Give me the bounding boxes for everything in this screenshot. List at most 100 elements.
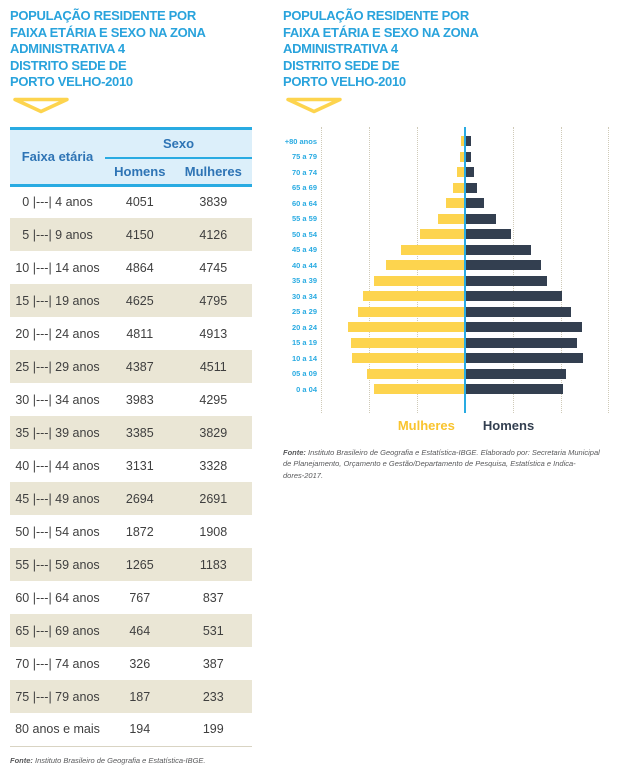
homens-bar: [466, 198, 485, 209]
chart-source-label: Fonte:: [283, 448, 306, 457]
left-panel-title: POPULAÇÃO RESIDENTE POR FAIXA ETÁRIA E S…: [10, 8, 252, 91]
chart-panel: POPULAÇÃO RESIDENTE POR FAIXA ETÁRIA E S…: [283, 8, 615, 766]
faixa-cell: 5 |---| 9 anos: [22, 227, 93, 242]
mulheres-half: [321, 136, 466, 147]
chart-source-line: dores-2017.: [283, 470, 324, 480]
mulheres-cell: 4913: [199, 326, 228, 341]
mulheres-half: [321, 198, 466, 209]
faixa-cell: 30 |---| 34 anos: [15, 392, 100, 407]
table-row: 5 |---| 9 anos 4150 4126: [10, 218, 252, 251]
homens-cell: 2694: [125, 491, 154, 506]
center-axis-line: [464, 126, 466, 413]
mulheres-bar: [401, 244, 466, 255]
mulheres-bar: [456, 167, 466, 178]
table-row: 15 |---| 19 anos 4625 4795: [10, 284, 252, 317]
mulheres-bar: [461, 136, 466, 147]
mulheres-half: [321, 167, 466, 178]
age-group-label: 15 a 19: [291, 338, 317, 347]
mulheres-cell: 1183: [199, 557, 227, 572]
homens-bar: [466, 151, 471, 162]
mulheres-cell: 3829: [199, 425, 228, 440]
mulheres-half: [321, 151, 466, 162]
mulheres-half: [321, 322, 466, 333]
table-row: 50 |---| 54 anos 1872 1908: [10, 515, 252, 548]
chart-source-text: Instituto Brasileiro de Geografia e Esta…: [305, 448, 600, 457]
mulheres-bar: [373, 384, 466, 395]
title-line: DISTRITO SEDE DE: [10, 57, 127, 73]
mulheres-bar: [357, 306, 466, 317]
title-line: FAIXA ETÁRIA E SEXO NA ZONA: [283, 24, 479, 40]
down-triangle-icon: [286, 97, 342, 113]
age-axis-labels: +80 anos 75 a 79 70 a 74 65 a 69 60 a 64 55 a…: [283, 127, 317, 414]
faixa-cell: 75 |---| 79 anos: [15, 689, 100, 704]
homens-cell: 187: [129, 689, 151, 704]
homens-bar: [466, 384, 564, 395]
pyramid-row: [321, 227, 611, 243]
age-group-label: 60 a 64: [291, 198, 317, 208]
title-line: POPULAÇÃO RESIDENTE POR: [10, 8, 196, 23]
title-line: POPULAÇÃO RESIDENTE POR: [283, 8, 469, 23]
faixa-cell: 65 |---| 69 anos: [15, 623, 100, 638]
pyramid-row: [321, 258, 611, 274]
mulheres-bar: [374, 275, 466, 286]
age-group-label: 25 a 29: [291, 307, 317, 316]
mulheres-half: [321, 260, 466, 271]
homens-cell: 4387: [125, 359, 154, 374]
homens-cell: 4051: [125, 195, 154, 210]
mulheres-cell: 2691: [199, 491, 228, 506]
table-source-text: Instituto Brasileiro de Geografia e Esta…: [32, 755, 206, 765]
header-mulheres: Mulheres: [174, 158, 252, 187]
pyramid-row: [321, 335, 611, 351]
homens-bar: [466, 291, 562, 302]
mulheres-cell: 837: [202, 590, 224, 605]
age-group-label: 05 a 09: [291, 369, 317, 378]
faixa-cell: 15 |---| 19 anos: [15, 293, 100, 308]
table-row: 25 |---| 29 anos 4387 4511: [10, 350, 252, 383]
homens-bar: [466, 306, 572, 317]
homens-half: [466, 182, 611, 193]
right-panel-title: POPULAÇÃO RESIDENTE POR FAIXA ETÁRIA E S…: [283, 8, 615, 91]
chart-legend: Mulheres Homens: [321, 418, 611, 433]
homens-half: [466, 229, 611, 240]
homens-cell: 464: [129, 623, 151, 638]
age-group-label: 10 a 14: [291, 353, 317, 363]
down-triangle-icon: [13, 97, 69, 113]
faixa-cell: 0 |---| 4 anos: [22, 195, 93, 210]
mulheres-cell: 4126: [199, 227, 228, 242]
faixa-cell: 50 |---| 54 anos: [15, 524, 100, 539]
pyramid-bars: [321, 127, 611, 414]
faixa-cell: 80 anos e mais: [15, 722, 100, 737]
table-header: Faixa etária Sexo Homens Mulheres: [10, 128, 252, 187]
homens-half: [466, 167, 611, 178]
age-group-label: 40 a 44: [291, 260, 317, 270]
mulheres-cell: 387: [202, 656, 224, 671]
age-group-label: 20 a 24: [291, 322, 317, 332]
pyramid-row: [321, 211, 611, 227]
homens-bar: [466, 368, 566, 379]
age-group-label: 35 a 39: [291, 276, 317, 285]
age-group-label: 45 a 49: [291, 245, 317, 254]
mulheres-bar: [386, 260, 466, 271]
table-row: 30 |---| 34 anos 3983 4295: [10, 383, 252, 416]
homens-half: [466, 322, 611, 333]
mulheres-half: [321, 182, 466, 193]
homens-cell: 4864: [125, 260, 154, 275]
header-homens: Homens: [105, 158, 175, 187]
homens-half: [466, 151, 611, 162]
faixa-cell: 60 |---| 64 anos: [15, 590, 100, 605]
legend-mulheres: Mulheres: [397, 418, 455, 433]
homens-cell: 3983: [125, 392, 154, 407]
mulheres-bar: [460, 151, 466, 162]
mulheres-bar: [362, 291, 466, 302]
faixa-cell: 40 |---| 44 anos: [15, 458, 100, 473]
mulheres-half: [321, 368, 466, 379]
mulheres-half: [321, 306, 466, 317]
mulheres-bar: [352, 353, 466, 364]
homens-bar: [466, 213, 497, 224]
table-row: 55 |---| 59 anos 1265 1183: [10, 548, 252, 581]
faixa-cell: 10 |---| 14 anos: [15, 260, 100, 275]
homens-cell: 3385: [125, 425, 154, 440]
mulheres-half: [321, 213, 466, 224]
mulheres-bar: [367, 368, 466, 379]
